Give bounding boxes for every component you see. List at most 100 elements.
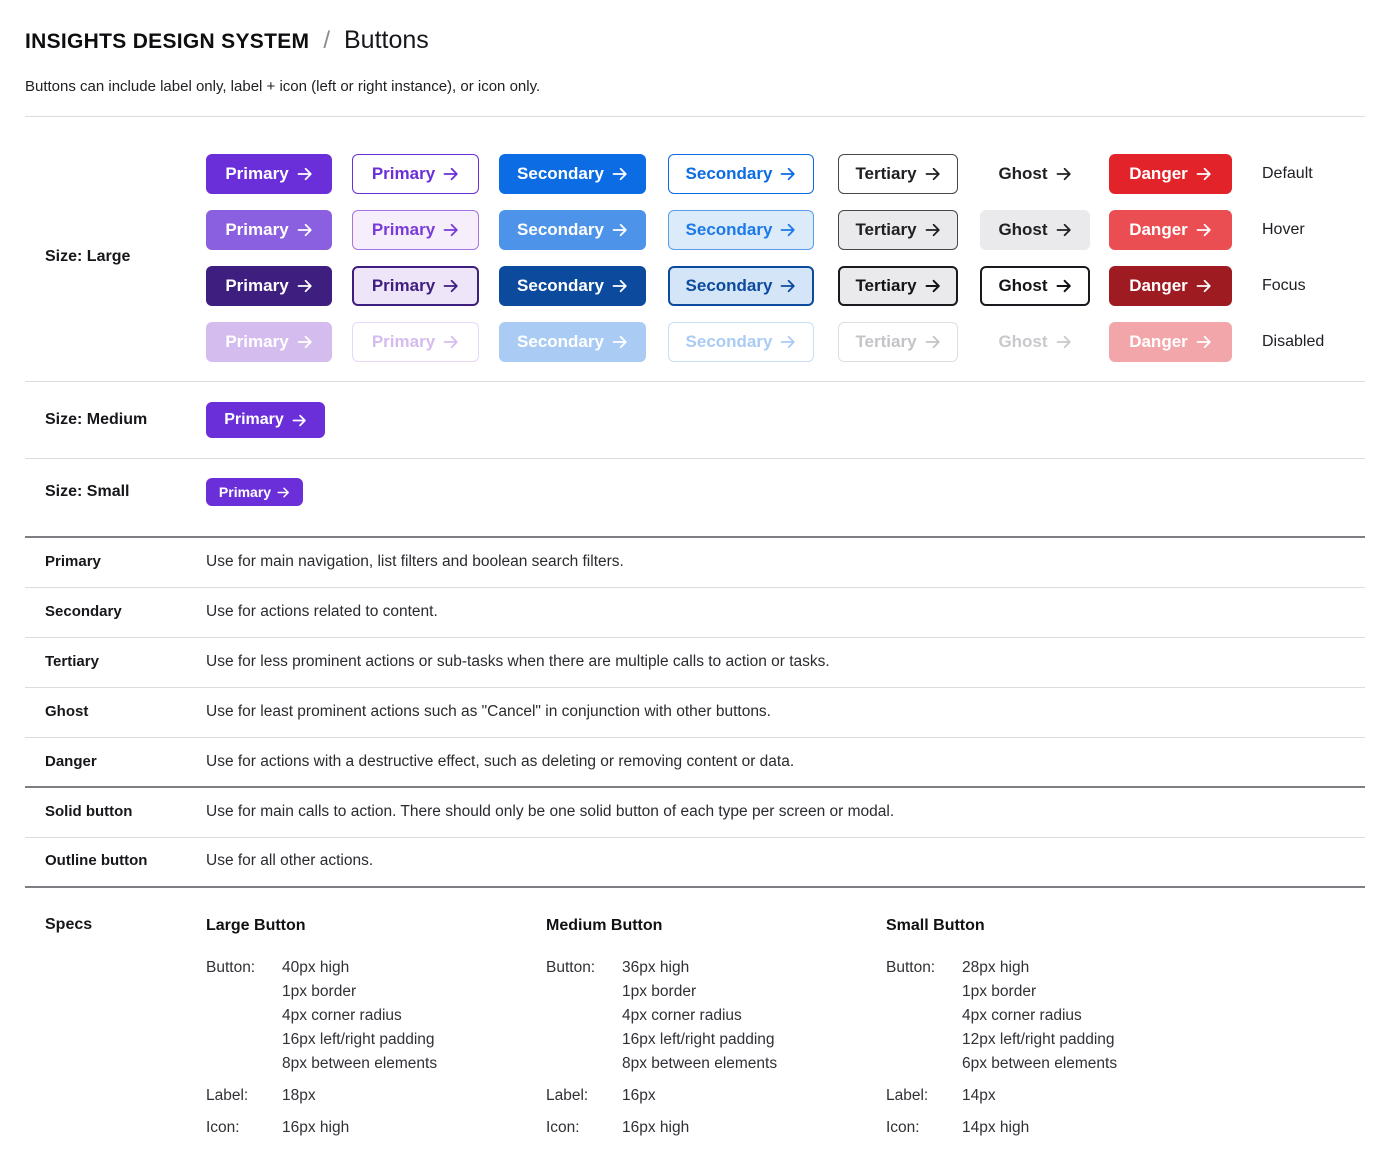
spec-value: 8px between elements [282,1055,438,1072]
secondary-outline-disabled-button: Secondary [668,322,814,362]
button-label: Tertiary [855,220,917,239]
spec-key: Icon: [886,1119,920,1136]
state-label-disabled: Disabled [1262,333,1325,350]
arrow-right-icon [297,166,313,182]
spec-label-row: Label: 18px [206,1084,536,1108]
button-label: Secondary [685,276,773,295]
arrow-right-icon [925,222,941,238]
arrow-right-icon [443,334,459,350]
size-medium-label: Size: Medium [45,411,148,428]
usage-description: Use for main calls to action. There shou… [206,803,895,820]
spec-key: Icon: [206,1119,240,1136]
spec-value: 4px corner radius [962,1007,1082,1024]
specs-medium-column: Medium Button Button: 36px high 1px bord… [546,916,876,1148]
button-label: Tertiary [855,164,917,183]
page-subtitle: Buttons can include label only, label + … [25,78,541,95]
primary-outline-disabled-button: Primary [352,322,479,362]
spec-value: 1px border [622,983,697,1000]
usage-description: Use for least prominent actions such as … [206,703,771,720]
secondary-solid-focus-button[interactable]: Secondary [499,266,646,306]
button-label: Secondary [685,164,773,183]
arrow-right-icon [297,222,313,238]
spec-value: 40px high [282,959,350,976]
spec-icon-row: Icon: 14px high [886,1116,1216,1140]
ghost-focus-button[interactable]: Ghost [980,266,1090,306]
arrow-right-icon [443,166,459,182]
tertiary-default-button[interactable]: Tertiary [838,154,958,194]
button-label: Secondary [517,164,604,183]
size-small-label: Size: Small [45,483,130,500]
arrow-right-icon [1196,278,1212,294]
secondary-outline-hover-button[interactable]: Secondary [668,210,814,250]
primary-solid-disabled-button: Primary [206,322,332,362]
tertiary-focus-button[interactable]: Tertiary [838,266,958,306]
primary-solid-hover-button[interactable]: Primary [206,210,332,250]
size-large-label: Size: Large [45,248,131,265]
arrow-right-icon [925,166,941,182]
ghost-disabled-button: Ghost [980,322,1090,362]
specs-large-column: Large Button Button: 40px high 1px borde… [206,916,536,1148]
arrow-right-icon [1196,222,1212,238]
spec-value: 18px [282,1087,316,1104]
primary-outline-hover-button[interactable]: Primary [352,210,479,250]
button-label: Primary [225,164,289,183]
primary-medium-button[interactable]: Primary [206,402,325,438]
button-label: Ghost [998,276,1048,295]
arrow-right-icon [1056,334,1072,350]
arrow-right-icon [1056,166,1072,182]
spec-value: 4px corner radius [622,1007,742,1024]
ghost-default-button[interactable]: Ghost [980,154,1090,194]
danger-solid-default-button[interactable]: Danger [1109,154,1232,194]
arrow-right-icon [780,278,796,294]
spec-value: 16px high [622,1119,690,1136]
secondary-outline-focus-button[interactable]: Secondary [668,266,814,306]
arrow-right-icon [443,222,459,238]
arrow-right-icon [780,334,796,350]
divider [25,737,1365,738]
usage-term: Ghost [45,703,89,720]
spec-label-row: Label: 16px [546,1084,876,1108]
danger-solid-hover-button[interactable]: Danger [1109,210,1232,250]
secondary-solid-default-button[interactable]: Secondary [499,154,646,194]
secondary-solid-disabled-button: Secondary [499,322,646,362]
section-divider [25,786,1365,788]
button-label: Secondary [685,332,773,351]
button-label: Danger [1129,164,1188,183]
danger-solid-focus-button[interactable]: Danger [1109,266,1232,306]
primary-small-button[interactable]: Primary [206,478,303,506]
arrow-right-icon [1196,166,1212,182]
arrow-right-icon [612,222,628,238]
spec-key: Label: [206,1087,249,1104]
secondary-outline-default-button[interactable]: Secondary [668,154,814,194]
arrow-right-icon [780,222,796,238]
arrow-right-icon [925,278,941,294]
arrow-right-icon [297,334,313,350]
spec-button-row: Button: 36px high 1px border 4px corner … [546,956,876,1076]
specs-small-column: Small Button Button: 28px high 1px borde… [886,916,1216,1148]
spec-button-row: Button: 28px high 1px border 4px corner … [886,956,1216,1076]
spec-icon-row: Icon: 16px high [206,1116,536,1140]
primary-solid-focus-button[interactable]: Primary [206,266,332,306]
secondary-solid-hover-button[interactable]: Secondary [499,210,646,250]
primary-outline-default-button[interactable]: Primary [352,154,479,194]
ghost-hover-button[interactable]: Ghost [980,210,1090,250]
divider [25,687,1365,688]
primary-outline-focus-button[interactable]: Primary [352,266,479,306]
spec-value: 16px left/right padding [282,1031,435,1048]
button-label: Primary [225,220,289,239]
arrow-right-icon [612,166,628,182]
arrow-right-icon [443,278,459,294]
button-label: Secondary [517,332,604,351]
primary-solid-default-button[interactable]: Primary [206,154,332,194]
button-label: Secondary [517,276,604,295]
button-label: Danger [1129,332,1188,351]
spec-values: 36px high 1px border 4px corner radius 1… [622,956,777,1076]
button-label: Tertiary [855,276,917,295]
arrow-right-icon [1196,334,1212,350]
tertiary-hover-button[interactable]: Tertiary [838,210,958,250]
usage-description: Use for actions with a destructive effec… [206,753,795,770]
button-label: Primary [218,484,272,500]
spec-value: 12px left/right padding [962,1031,1115,1048]
arrow-right-icon [297,278,313,294]
